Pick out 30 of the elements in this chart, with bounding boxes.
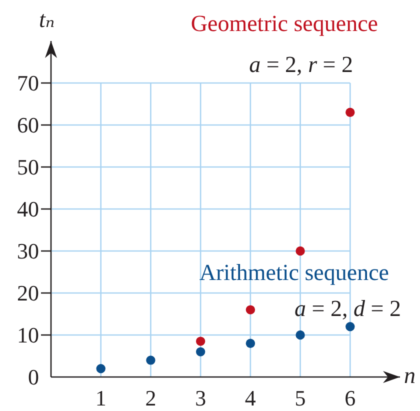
x-tick-label: 2: [145, 386, 156, 410]
x-tick-label: 1: [95, 386, 106, 410]
text: Arithmetic sequence: [199, 260, 389, 285]
x-axis-title: n: [404, 363, 416, 388]
y-tick-label: 0: [28, 364, 39, 390]
point: [246, 338, 256, 348]
annotation: a = 2, r = 2: [249, 52, 353, 77]
point: [196, 336, 206, 346]
text: Geometric sequence: [190, 11, 378, 36]
point: [146, 356, 156, 365]
annotation: a = 2, d = 2: [294, 296, 401, 321]
y-tick-label: 20: [17, 280, 39, 306]
y-tick-label: 10: [17, 322, 39, 348]
y-tick-label: 70: [17, 70, 39, 96]
x-tick-label: 3: [195, 386, 206, 410]
y-tick-label: 40: [17, 196, 39, 222]
x-tick-label: 5: [294, 386, 306, 410]
point: [346, 322, 355, 332]
y-tick-label: 30: [17, 238, 39, 264]
point: [296, 330, 305, 340]
y-tick-label: 60: [17, 112, 39, 138]
point: [196, 347, 206, 356]
x-tick-label: 4: [244, 386, 256, 410]
x-tick-label: 6: [344, 386, 356, 410]
point: [346, 108, 355, 117]
point: [96, 364, 106, 374]
point: [296, 246, 305, 256]
y-axis-title: tₙ: [39, 7, 55, 32]
y-tick-label: 50: [17, 154, 39, 180]
point: [246, 305, 256, 314]
